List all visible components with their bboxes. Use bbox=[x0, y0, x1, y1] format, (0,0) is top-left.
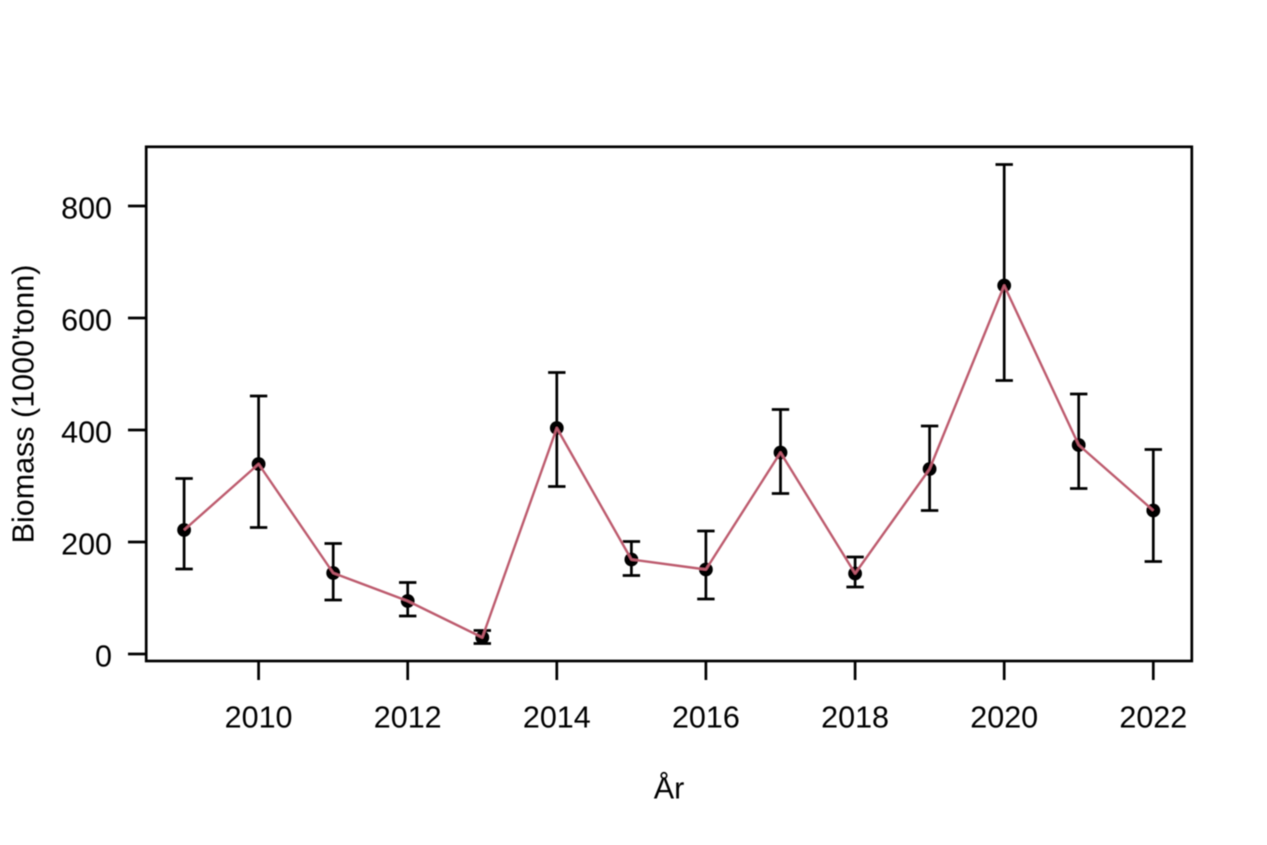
svg-text:600: 600 bbox=[61, 303, 112, 337]
svg-text:2014: 2014 bbox=[523, 700, 591, 734]
svg-text:400: 400 bbox=[61, 415, 112, 449]
svg-text:Biomass (1000'tonn): Biomass (1000'tonn) bbox=[7, 265, 41, 544]
svg-text:0: 0 bbox=[95, 639, 112, 673]
svg-text:2022: 2022 bbox=[1119, 700, 1187, 734]
svg-text:2010: 2010 bbox=[225, 700, 293, 734]
svg-text:200: 200 bbox=[61, 527, 112, 561]
svg-text:År: År bbox=[654, 771, 685, 806]
svg-text:800: 800 bbox=[61, 191, 112, 225]
svg-text:2016: 2016 bbox=[672, 700, 740, 734]
svg-text:2018: 2018 bbox=[821, 700, 889, 734]
svg-text:2020: 2020 bbox=[970, 700, 1038, 734]
svg-text:2012: 2012 bbox=[374, 700, 442, 734]
